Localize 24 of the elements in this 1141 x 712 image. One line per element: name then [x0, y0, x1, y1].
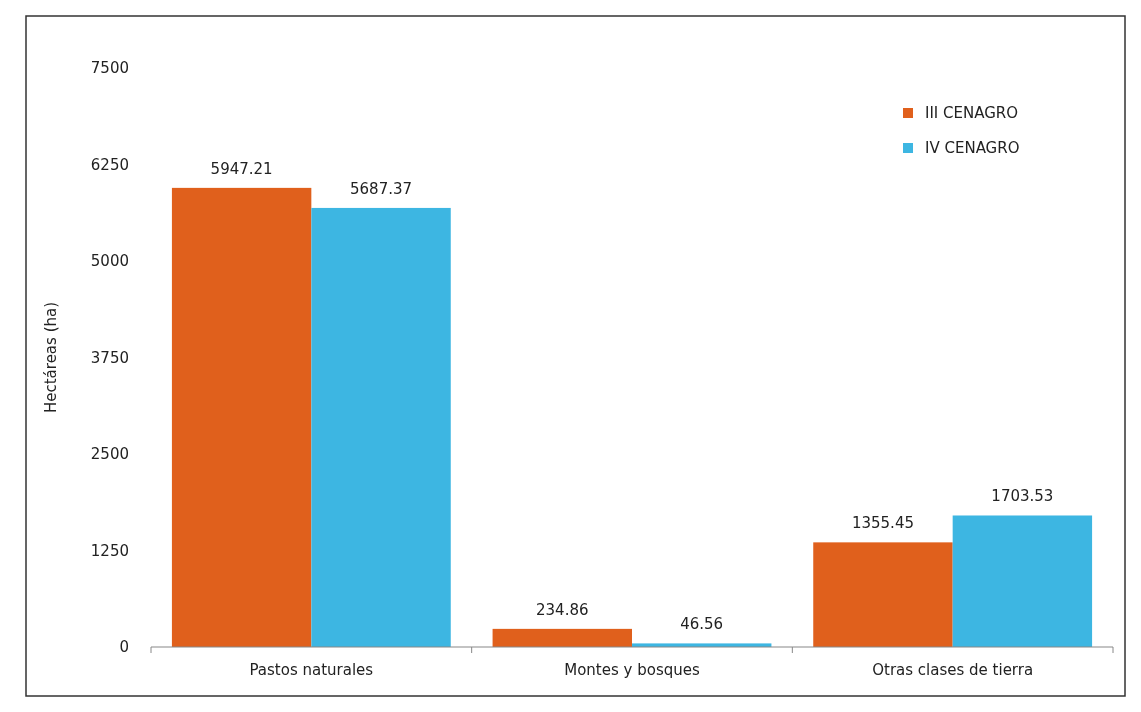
- bar: [492, 628, 632, 647]
- data-label: 1703.53: [991, 487, 1054, 506]
- x-tick-label: Pastos naturales: [249, 661, 374, 679]
- bar: [171, 187, 312, 647]
- y-tick-label: 7500: [90, 59, 129, 78]
- legend-label: III CENAGRO: [925, 104, 1019, 123]
- bar: [311, 207, 451, 647]
- x-tick-label: Otras clases de tierra: [872, 661, 1034, 679]
- data-label: 1355.45: [851, 514, 914, 533]
- x-tick-label: Montes y bosques: [564, 661, 700, 679]
- data-label: 46.56: [680, 615, 724, 634]
- bar: [813, 542, 953, 647]
- y-tick-label: 6250: [90, 155, 129, 174]
- bar: [952, 515, 1093, 647]
- y-tick-label: 3750: [90, 348, 129, 367]
- y-tick-label: 1250: [90, 541, 129, 560]
- data-label: 5687.37: [350, 179, 413, 198]
- y-tick-label: 2500: [90, 445, 129, 464]
- data-label: 5947.21: [210, 159, 273, 178]
- data-label: 234.86: [536, 600, 589, 619]
- y-axis-title: Hectáreas (ha): [42, 301, 60, 414]
- y-tick-label: 0: [119, 638, 129, 657]
- legend-label: IV CENAGRO: [925, 139, 1020, 158]
- y-tick-label: 5000: [90, 252, 129, 271]
